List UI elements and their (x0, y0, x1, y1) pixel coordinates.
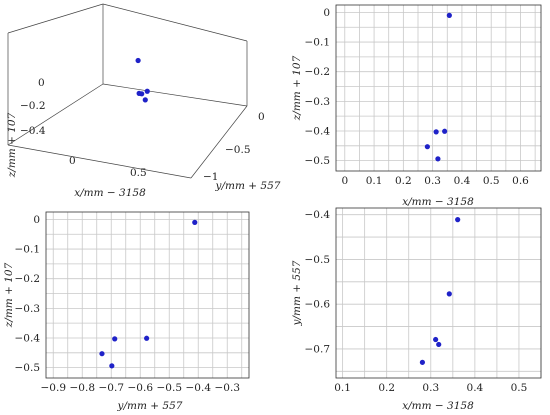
data-point (446, 291, 452, 297)
data-point (99, 351, 105, 357)
x-tick-1: 0.5 (130, 167, 147, 179)
points (99, 219, 198, 369)
x-tick-label: −0.7 (99, 382, 125, 394)
data-point-3d (142, 97, 148, 103)
data-point (424, 144, 430, 150)
x-tick-label: −0.9 (41, 382, 67, 394)
x-axis-label: y/mm + 557 (117, 400, 183, 412)
y-tick-0: 0 (258, 111, 265, 123)
y-tick-label: −0.1 (15, 244, 41, 256)
x-axis-label: x/mm − 3158 (402, 400, 474, 412)
data-point-3d (139, 91, 145, 97)
x-axis-label-3d: x/mm − 3158 (74, 187, 146, 199)
y-tick-label: −0.5 (305, 155, 331, 167)
points-3d (135, 57, 150, 103)
data-point (436, 341, 442, 348)
z-tick-0: 0 (38, 77, 45, 89)
y-tick-label: −0.5 (15, 362, 41, 374)
data-point (446, 12, 452, 18)
plot-frame (335, 207, 542, 379)
data-point (435, 156, 441, 162)
y-tick-label: −0.3 (305, 96, 331, 108)
z-tick-2: −0.4 (20, 125, 46, 137)
panel-3d: 0 −0.2 −0.4 0 0.5 0 −0.5 −1 z/mm + 107 x… (6, 3, 281, 199)
grid (336, 5, 541, 171)
x-tick-label: 0.6 (512, 175, 529, 187)
box-3d (7, 3, 248, 179)
x-tick-0: 0 (69, 155, 76, 167)
y-tick-label: −0.5 (305, 254, 331, 266)
data-point-3d (144, 88, 150, 94)
y-axis-label-3d: y/mm + 557 (215, 180, 281, 192)
y-tick-label: −0.7 (305, 343, 331, 355)
tick-labels: −0.9 −0.8 −0.7 −0.6 −0.5 −0.4 −0.30−0.1−0.2−0.… (15, 214, 241, 394)
data-point (433, 129, 439, 135)
x-tick-label: 0.2 (378, 382, 395, 394)
y-tick-label: −0.4 (305, 209, 331, 221)
data-point (419, 359, 426, 365)
y-tick-label: −0.4 (305, 125, 331, 137)
x-axis-label: x/mm − 3158 (402, 196, 474, 208)
data-point (112, 336, 118, 342)
x-tick-label: 0.1 (334, 382, 351, 394)
y-axis-label: y/mm + 557 (291, 260, 303, 326)
x-tick-label: 0.3 (424, 175, 441, 187)
y-tick-label: −0.1 (305, 37, 331, 49)
x-tick-label: 0.5 (483, 175, 500, 187)
panel-yz: −0.9 −0.8 −0.7 −0.6 −0.5 −0.4 −0.30−0.1−0.2−0.… (3, 211, 250, 412)
x-tick-label: 0.3 (422, 382, 439, 394)
x-tick-label: −0.5 (157, 382, 183, 394)
y-tick-label: −0.6 (305, 299, 331, 311)
y-axis-label: z/mm + 107 (3, 262, 15, 328)
y-tick-label: −0.3 (15, 303, 41, 315)
points (419, 217, 461, 365)
grid (46, 212, 249, 378)
y-tick-label: −0.2 (15, 273, 41, 285)
y-axis-label: z/mm + 107 (291, 55, 303, 121)
data-point (433, 336, 439, 343)
plot-frame (335, 4, 542, 172)
tick-labels: 0.1 0.2 0.3 0.4 0.5 −0.4 −0.5 −0.6 −0.7 (305, 209, 528, 394)
tick-labels: 0 0.1 0.2 0.3 0.4 0.5 0.6 0 −0.1 −0.2 −0.3 −0.4 −0.5 (305, 7, 530, 187)
points (424, 12, 452, 162)
data-point (442, 128, 448, 134)
data-point (144, 335, 150, 341)
y-tick-2: −1 (203, 171, 218, 183)
z-axis-label-3d: z/mm + 107 (6, 112, 18, 178)
data-point (192, 219, 198, 225)
x-tick-label: −0.6 (128, 382, 154, 394)
x-tick-label: 0.2 (395, 175, 412, 187)
y-tick-label: 0 (33, 214, 40, 226)
x-tick-label: 0.4 (454, 175, 471, 187)
y-tick-label: −0.2 (305, 66, 331, 78)
y-tick-label: 0 (323, 7, 330, 19)
z-tick-1: −0.2 (20, 100, 46, 112)
data-point-3d (135, 57, 141, 64)
x-tick-label: −0.3 (215, 382, 241, 394)
panel-xy: 0.1 0.2 0.3 0.4 0.5 −0.4 −0.5 −0.6 −0.7 x/mm − 3… (291, 207, 542, 412)
y-tick-1: −0.5 (225, 144, 251, 156)
x-tick-label: −0.4 (186, 382, 212, 394)
x-tick-label: 0.4 (467, 382, 484, 394)
x-tick-label: 0.5 (511, 382, 528, 394)
plot-frame (45, 211, 250, 379)
grid (336, 208, 542, 378)
y-tick-label: −0.4 (15, 332, 41, 344)
x-tick-label: 0 (341, 175, 348, 187)
x-tick-label: 0.1 (366, 175, 383, 187)
x-tick-label: −0.8 (70, 382, 96, 394)
data-point (109, 363, 115, 369)
panel-xz: 0 0.1 0.2 0.3 0.4 0.5 0.6 0 −0.1 −0.2 −0.3 −0.4 −0.5… (291, 4, 542, 208)
data-point (455, 217, 461, 223)
